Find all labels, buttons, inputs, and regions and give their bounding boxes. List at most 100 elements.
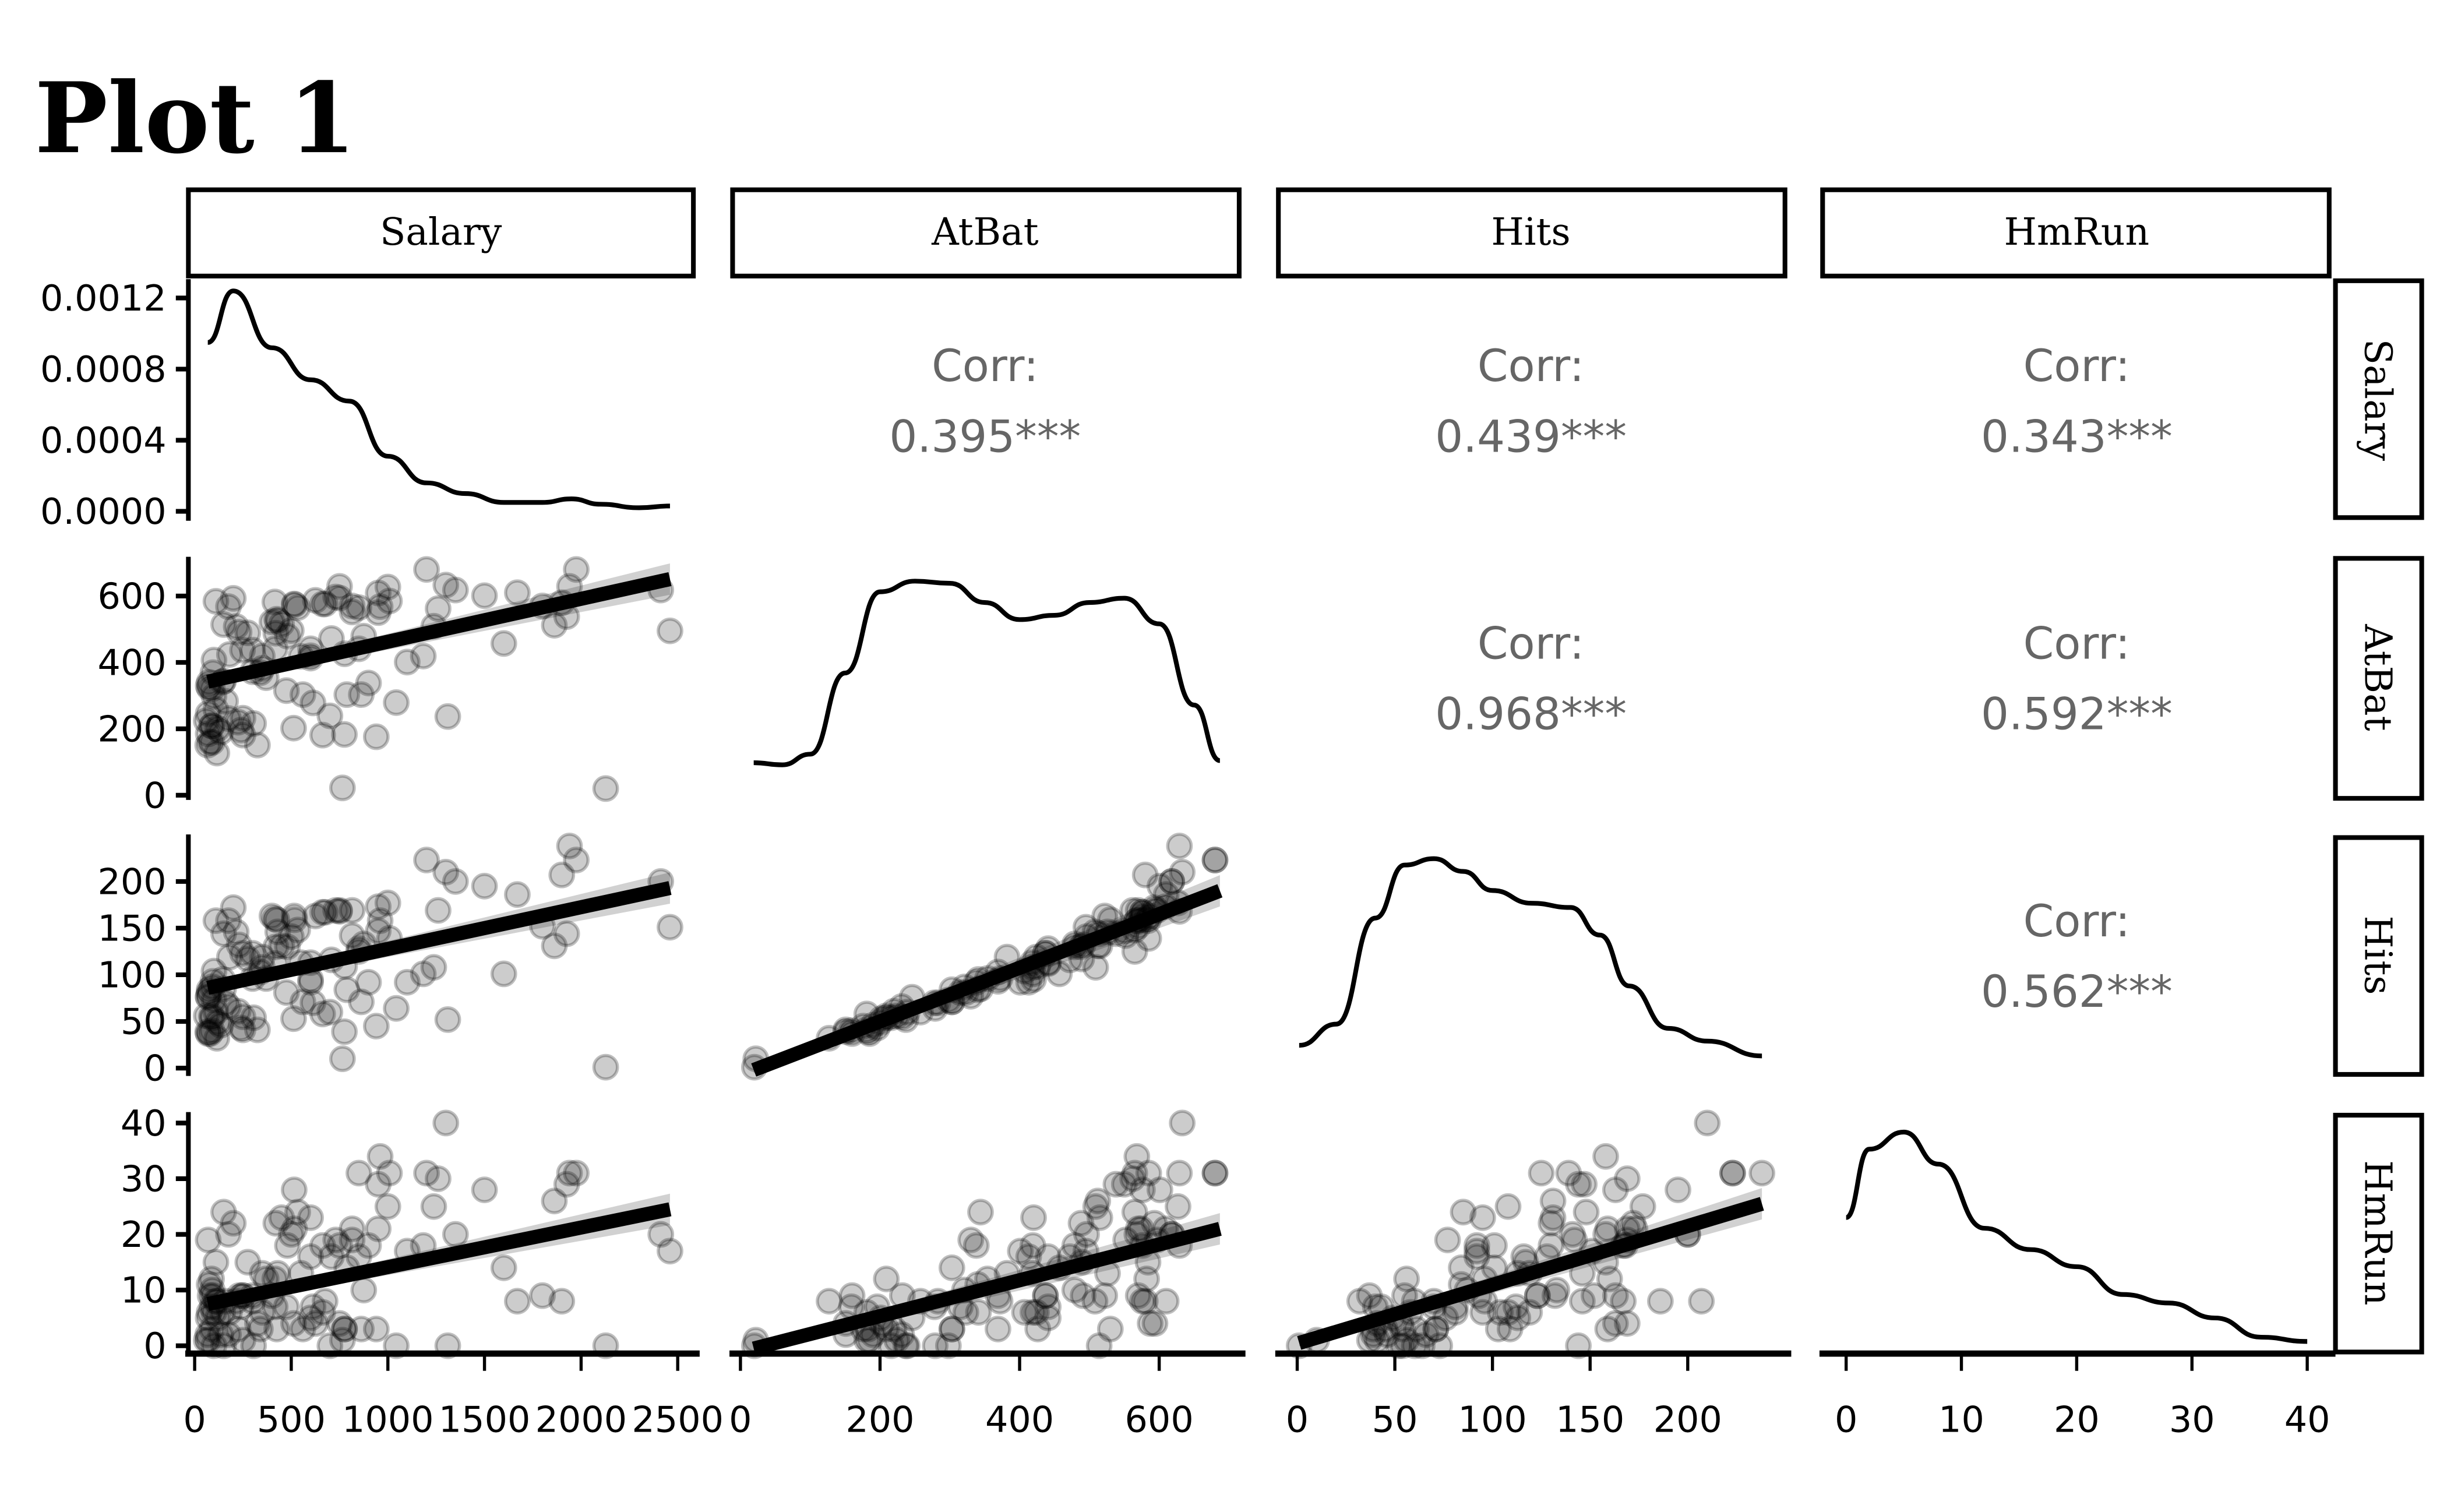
data-point [348,988,375,1016]
data-point [434,1006,461,1033]
y-tick-label: 40 [121,1102,167,1144]
data-point [339,598,366,626]
data-point [326,573,353,600]
data-point [1121,1199,1148,1226]
data-point [280,1005,307,1032]
data-point [1496,1316,1524,1342]
data-point [1061,1232,1088,1259]
data-point [490,1254,517,1281]
data-point [224,998,252,1025]
data-point [366,1143,394,1170]
x-tick-label: 50 [1372,1399,1418,1441]
data-point [1007,1238,1034,1265]
data-point [1596,1266,1623,1292]
data-point [374,573,401,601]
data-point [657,1238,683,1265]
data-point [234,945,262,972]
data-point [309,898,336,926]
data-point [195,1020,222,1047]
chart-title: Plot 1 [35,61,356,175]
data-point [316,999,344,1025]
scatter-panel-hits-vs-salary [193,833,683,1081]
data-point [1123,1143,1151,1170]
data-point [339,922,366,949]
data-point [331,721,358,748]
data-point [1346,1288,1373,1315]
regression-line [1297,1197,1764,1350]
data-point [1146,872,1173,900]
data-point [383,689,410,716]
data-point [322,1226,350,1253]
data-point [329,1327,356,1354]
data-point [432,572,460,599]
data-point [202,588,230,615]
data-point [273,979,300,1006]
x-tick-label: 600 [1125,1399,1194,1441]
data-point [888,1321,915,1348]
data-point [365,893,392,920]
data-point [200,1332,228,1359]
data-point [355,968,382,996]
data-point [935,1332,962,1359]
data-point [1082,1193,1109,1220]
x-tick-label: 0 [729,1399,752,1441]
scatter-panel-atbat-vs-salary [193,556,683,802]
data-point [284,917,311,944]
data-point [220,585,247,612]
data-point [1082,954,1109,981]
data-point [1602,1176,1629,1203]
right-strip-atbat: AtBat [2333,556,2424,801]
data-point [268,932,295,960]
data-point [215,705,242,732]
data-point [331,1316,358,1342]
data-point [215,593,242,621]
data-point [216,641,243,668]
data-point [302,903,329,929]
data-point [365,917,392,944]
data-point [366,907,394,935]
data-point [263,906,290,933]
data-point [1539,1187,1567,1215]
data-point [1542,1282,1568,1309]
data-point [413,556,440,583]
y-tick-label: 200 [97,861,166,903]
data-point [938,1254,965,1281]
data-point [1019,1232,1046,1259]
data-point [262,1210,290,1237]
data-point [1070,1282,1096,1309]
data-point [339,1226,366,1253]
data-point [1119,1165,1146,1192]
data-point [1524,1282,1551,1309]
data-point [1121,938,1148,965]
data-point [420,1193,447,1220]
data-point [1602,1282,1629,1309]
data-point [199,1017,225,1045]
data-point [348,681,375,709]
data-point [268,1204,295,1231]
data-point [1494,1299,1522,1326]
data-point [274,933,301,960]
data-point [883,1327,911,1354]
data-point [1137,1310,1163,1337]
corr-atbat-hits: Corr: 0.968*** [1435,618,1627,740]
data-point [199,1316,225,1342]
data-point [965,1299,992,1326]
data-point [425,897,452,924]
data-point [196,728,224,756]
data-point [297,1243,324,1270]
data-point [877,1332,905,1359]
corr-label: Corr: [1478,340,1584,392]
y-tick-label: 100 [97,954,166,996]
x-tick-label: 10 [1938,1399,1984,1441]
data-point [1019,1299,1046,1326]
data-point [278,617,305,644]
data-point [199,712,225,739]
data-point [207,718,234,746]
data-point [1201,847,1229,873]
data-point [1201,1159,1229,1187]
data-point [309,1232,336,1259]
data-point [249,943,276,971]
strip-label: AtBat [2356,623,2400,731]
data-point [1422,1316,1450,1342]
data-point [413,1159,440,1187]
